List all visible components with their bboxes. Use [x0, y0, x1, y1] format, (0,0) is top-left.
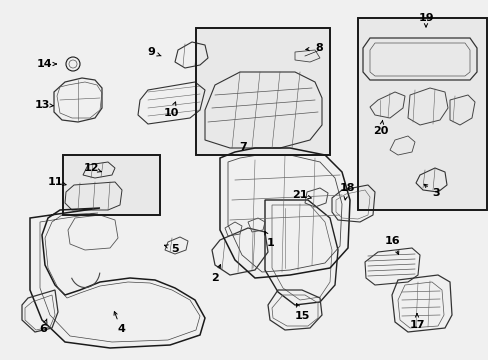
Text: 17: 17 [408, 320, 424, 330]
Text: 5: 5 [171, 244, 179, 254]
Text: 15: 15 [294, 311, 309, 321]
Bar [63, 155, 160, 215]
Bar [196, 28, 329, 155]
Text: 3: 3 [431, 188, 439, 198]
Text: 20: 20 [372, 126, 388, 136]
Text: 7: 7 [239, 142, 246, 152]
Text: 11: 11 [47, 177, 62, 187]
Text: 19: 19 [417, 13, 433, 23]
Text: 18: 18 [339, 183, 354, 193]
Bar [357, 18, 486, 210]
Text: 1: 1 [266, 238, 274, 248]
Text: 16: 16 [385, 236, 400, 246]
Text: 10: 10 [163, 108, 178, 118]
Text: 12: 12 [83, 163, 99, 173]
Bar [63, 155, 160, 215]
Text: 8: 8 [314, 43, 322, 53]
Bar [196, 28, 329, 155]
Bar [357, 18, 486, 210]
Text: 21: 21 [292, 190, 307, 200]
Text: 4: 4 [117, 324, 124, 334]
Text: 13: 13 [34, 100, 50, 110]
Text: 6: 6 [39, 324, 47, 334]
Text: 14: 14 [37, 59, 53, 69]
Text: 2: 2 [211, 273, 219, 283]
Text: 9: 9 [147, 47, 155, 57]
